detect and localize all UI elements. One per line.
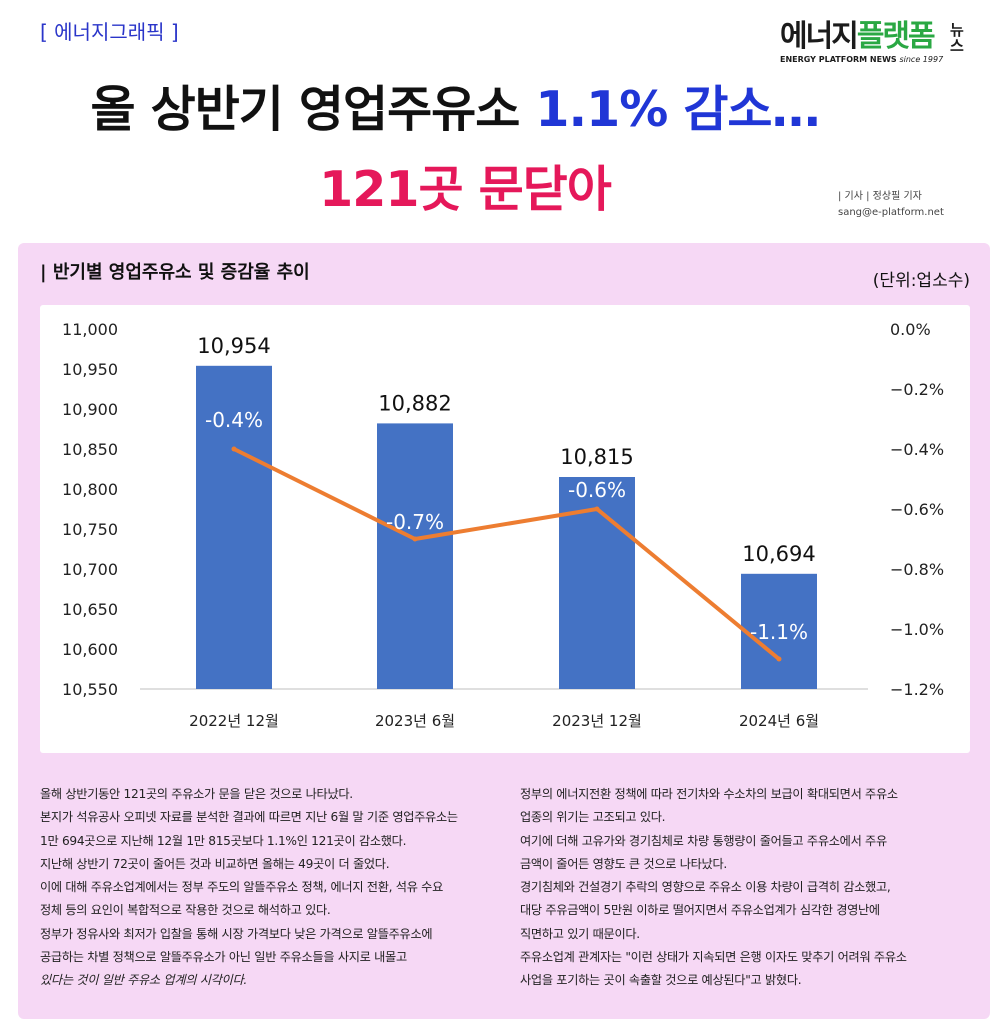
chart-unit-label: (단위:업소수) (872, 271, 970, 291)
article-line: 정부의 에너지전환 정책에 따라 전기차와 수소차의 보급이 확대되면서 주유소 (520, 787, 898, 801)
byline-email: sang@e-platform.net (838, 207, 944, 218)
article-line: 정체 등의 요인이 복합적으로 작용한 것으로 해석하고 있다. (40, 903, 331, 918)
logo-news-mark: 뉴스 (950, 21, 964, 55)
article-line: 이에 대해 주유소업계에서는 정부 주도의 알뜰주유소 정책, 에너지 전환, … (40, 880, 444, 895)
article-line: 주유소업계 관계자는 "이런 상태가 지속되면 은행 이자도 맞추기 어려워 주… (520, 950, 907, 965)
section-tag: [ 에너지그래픽 ] (40, 20, 179, 44)
article-line: 여기에 더해 고유가와 경기침체로 차량 통행량이 줄어들고 주유소에서 주유 (520, 833, 887, 848)
article-column-left: 올해 상반기동안 121곳의 주유소가 문을 닫은 것으로 나타났다. 본지가 석… (40, 783, 500, 993)
byline-reporter: | 기사 | 정상필 기자 (838, 191, 922, 202)
article-column-right: 정부의 에너지전환 정책에 따라 전기차와 수소차의 보급이 확대되면서 주유소… (520, 783, 970, 993)
article-line: 금액이 줄어든 영향도 큰 것으로 나타났다. (520, 856, 727, 871)
chart-title: | 반기별 영업주유소 및 증감율 추이 (40, 262, 310, 283)
article-line: 본지가 석유공사 오피넷 자료를 분석한 결과에 따르면 지난 6월 말 기준 … (40, 810, 458, 825)
article-line: 직면하고 있기 때문이다. (520, 926, 640, 941)
article-line: 정부가 정유사와 최저가 입찰을 통해 시장 가격보다 낮은 가격으로 알뜰주유… (40, 926, 433, 941)
byline: | 기사 | 정상필 기자 sang@e-platform.net (838, 189, 944, 221)
article-line: 공급하는 차별 정책으로 알뜰주유소가 아닌 일반 주유소들을 사지로 내몰고 (40, 950, 407, 965)
article-line: 대당 주유금액이 5만원 이하로 떨어지면서 주유소업계가 심각한 경영난에 (520, 903, 880, 918)
headline: 올 상반기 영업주유소 1.1% 감소… (90, 81, 820, 138)
article-line: 업종의 위기는 고조되고 있다. (520, 810, 666, 825)
article-line: 지난해 상반기 72곳이 줄어든 것과 비교하면 올해는 49곳이 더 줄었다. (40, 856, 390, 871)
article-line: 올해 상반기동안 121곳의 주유소가 문을 닫은 것으로 나타났다. (40, 787, 353, 801)
subheadline: 121곳 문닫아 (319, 161, 612, 218)
chart-area (40, 305, 970, 753)
article-line: 있다는 것이 일반 주유소 업계의 시각이다. (40, 973, 247, 988)
brand-logo: 에너지플랫폼 뉴스 ENERGY PLATFORM NEWS since 199… (780, 20, 980, 68)
article-line: 경기침체와 건설경기 추락의 영향으로 주유소 이용 차량이 급격히 감소했고, (520, 880, 891, 895)
article-line: 사업을 포기하는 곳이 속출할 것으로 예상된다"고 밝혔다. (520, 973, 802, 988)
article-line: 1만 694곳으로 지난해 12월 1만 815곳보다 1.1%인 121곳이 … (40, 833, 407, 848)
